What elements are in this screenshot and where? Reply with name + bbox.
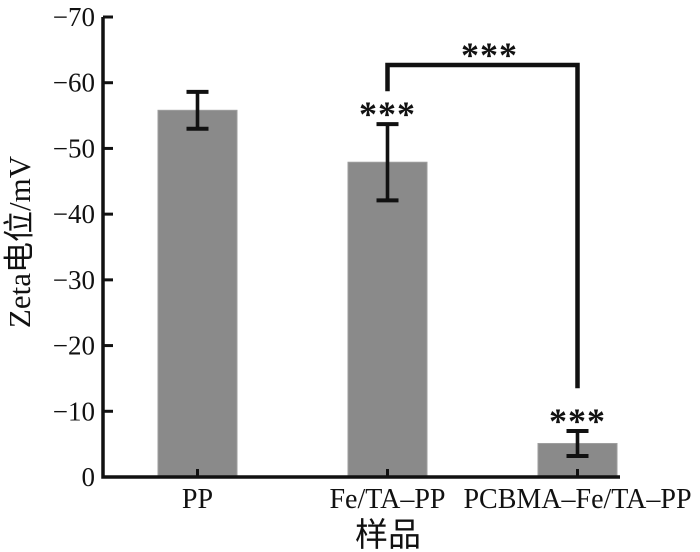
y-tick-label-−20: −20	[53, 331, 95, 361]
bar-Fe/TA–PP	[347, 161, 428, 478]
x-category-label-0: PP	[182, 484, 213, 515]
y-tick-label-−60: −60	[53, 68, 95, 98]
x-category-label-1: Fe/TA–PP	[329, 484, 445, 515]
y-tick-label-−10: −10	[53, 396, 95, 426]
y-axis-title: Zeta电位/mV	[2, 155, 37, 328]
y-tick-label-0: 0	[82, 462, 96, 492]
bar-PP	[157, 109, 238, 478]
significance-stars-bar-2: ***	[549, 401, 606, 441]
significance-stars-bracket: ***	[461, 35, 518, 75]
significance-stars-bar-1: ***	[359, 94, 416, 134]
x-category-label-2: PCBMA–Fe/TA–PP	[463, 484, 691, 515]
y-tick-label-−30: −30	[53, 265, 95, 295]
x-axis-title: 样品	[355, 517, 421, 552]
significance-bracket	[385, 62, 580, 389]
y-tick-label-−40: −40	[53, 199, 95, 229]
y-tick-label-−50: −50	[53, 133, 95, 163]
y-tick-label-−70: −70	[53, 2, 95, 32]
